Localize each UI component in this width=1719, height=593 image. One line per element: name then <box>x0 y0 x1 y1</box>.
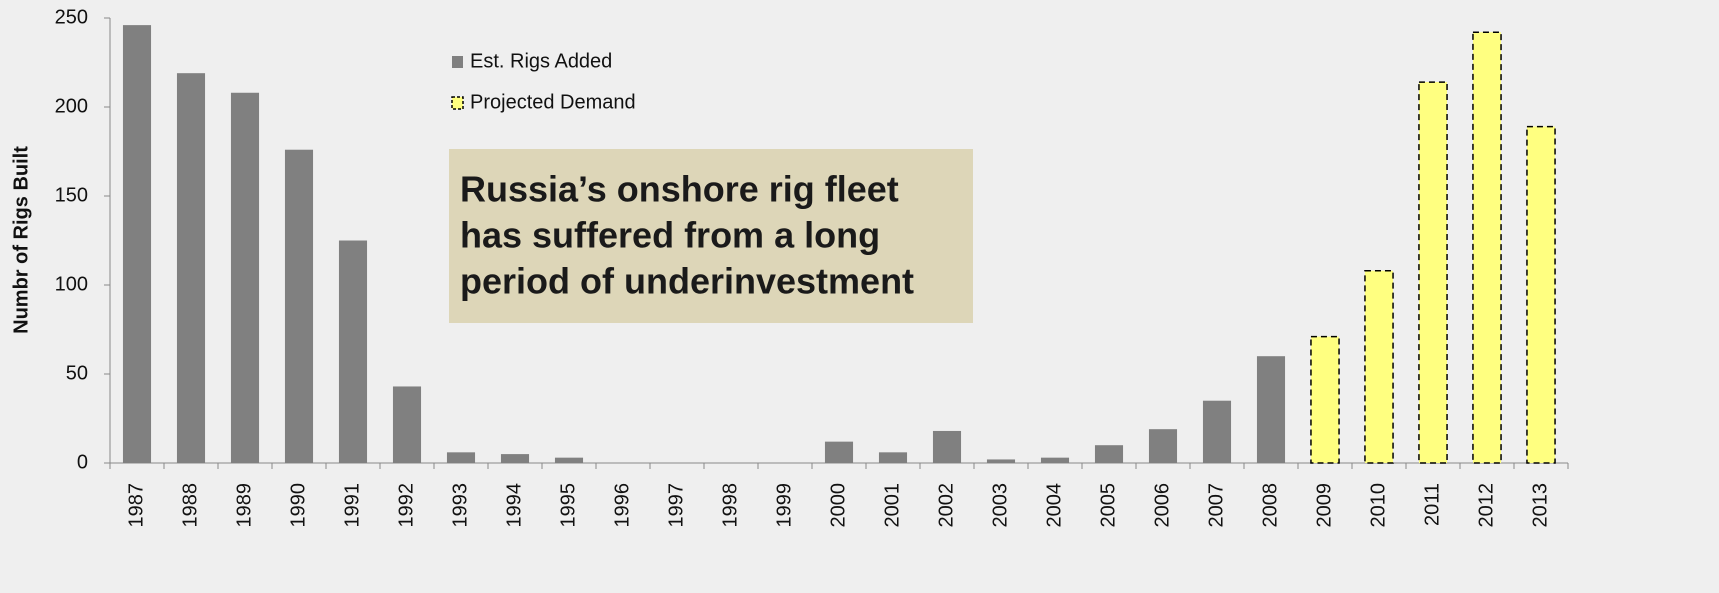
bar <box>932 430 962 463</box>
x-tick-label: 2005 <box>1097 483 1119 528</box>
bar <box>284 149 314 463</box>
bar <box>1094 445 1124 463</box>
x-tick-label: 2004 <box>1043 483 1065 528</box>
x-tick-label: 2007 <box>1205 483 1227 528</box>
x-tick-label: 1995 <box>557 483 579 528</box>
legend-swatch <box>451 96 464 110</box>
bar <box>986 459 1016 463</box>
bar <box>1526 125 1556 464</box>
bar <box>1310 335 1340 464</box>
x-tick-label: 2010 <box>1367 483 1389 528</box>
y-tick-label: 100 <box>55 273 88 295</box>
bar <box>1148 429 1178 463</box>
legend-label: Projected Demand <box>470 91 636 113</box>
y-axis-label: Numbr of Rigs Built <box>10 146 32 334</box>
bar <box>446 452 476 463</box>
x-tick-label: 1996 <box>611 483 633 528</box>
x-tick-label: 1990 <box>287 483 309 528</box>
bar <box>230 92 260 463</box>
x-tick-label: 1997 <box>665 483 687 528</box>
x-tick-label: 1988 <box>179 483 201 528</box>
bar <box>176 73 206 464</box>
x-tick-label: 1999 <box>773 483 795 528</box>
y-tick-label: 150 <box>55 184 88 206</box>
x-tick-label: 2000 <box>827 483 849 528</box>
bar <box>878 452 908 463</box>
x-tick-label: 1992 <box>395 483 417 528</box>
x-tick-label: 1998 <box>719 483 741 528</box>
x-tick-label: 1987 <box>125 483 147 528</box>
bar <box>1364 270 1394 464</box>
legend-swatch <box>452 56 463 68</box>
legend-label: Est. Rigs Added <box>470 50 612 72</box>
bar <box>122 25 152 464</box>
y-tick-label: 0 <box>77 451 88 473</box>
bar <box>1202 400 1232 463</box>
bar <box>1040 457 1070 463</box>
annotation-box <box>449 149 973 323</box>
x-tick-label: 2006 <box>1151 483 1173 528</box>
bar <box>338 240 368 463</box>
bar <box>554 457 584 463</box>
bar <box>392 386 422 463</box>
x-tick-label: 2008 <box>1259 483 1281 528</box>
x-tick-label: 1989 <box>233 483 255 528</box>
bar <box>1256 356 1286 463</box>
x-tick-label: 1993 <box>449 483 471 528</box>
x-tick-label: 2011 <box>1421 483 1443 526</box>
x-tick-label: 2002 <box>935 483 957 528</box>
x-tick-label: 2001 <box>881 483 903 528</box>
bar <box>824 441 854 463</box>
x-tick-label: 2012 <box>1475 483 1497 528</box>
y-tick-label: 200 <box>55 95 88 117</box>
x-tick-label: 2013 <box>1529 483 1551 528</box>
annotation-line: has suffered from a long <box>460 215 880 256</box>
x-tick-label: 1994 <box>503 483 525 528</box>
annotation-line: Russia’s onshore rig fleet <box>460 169 899 210</box>
bar <box>500 454 530 463</box>
bar <box>1472 31 1502 464</box>
x-tick-label: 2009 <box>1313 483 1335 528</box>
bar <box>1418 81 1448 464</box>
annotation-line: period of underinvestment <box>460 261 914 302</box>
y-tick-label: 250 <box>55 6 88 28</box>
y-tick-label: 50 <box>66 362 88 384</box>
x-tick-label: 1991 <box>341 483 363 528</box>
x-tick-label: 2003 <box>989 483 1011 528</box>
